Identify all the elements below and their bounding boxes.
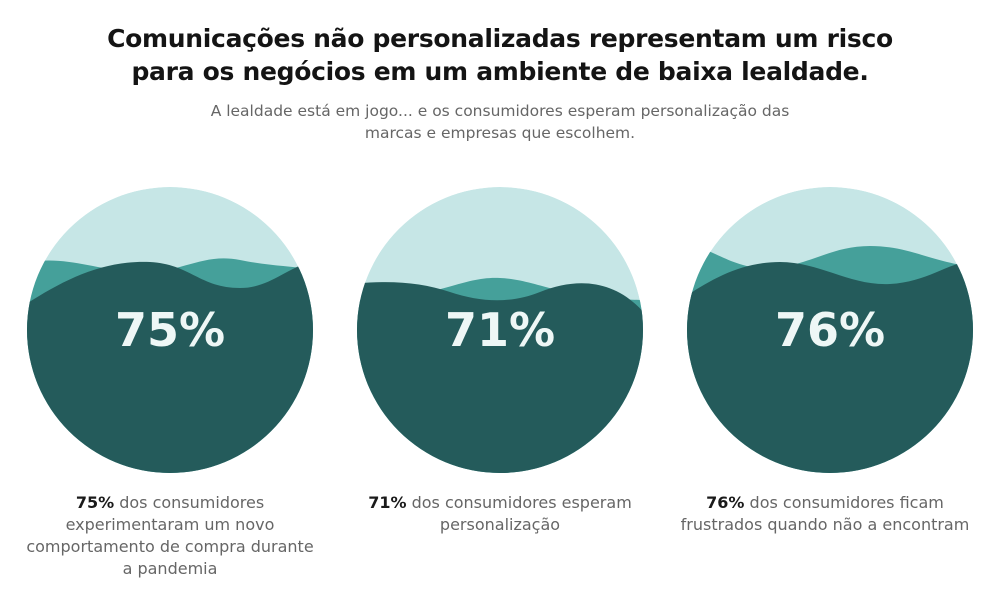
caption-text: dos consumidores experimentaram um novo … [26,493,314,578]
subtitle: A lealdade está em jogo... e os consumid… [150,100,850,144]
stat-circle-1: 75% [27,187,313,473]
stat-caption-2: 71% dos consumidores esperam personaliza… [350,492,650,536]
stat-circle-3: 76% [687,187,973,473]
stat-value: 76% [775,303,885,357]
subtitle-line: marcas e empresas que escolhem. [364,124,636,142]
caption-bold: 71% [368,493,407,512]
caption-text: dos consumidores esperam personalização [406,493,632,534]
subtitle-line: A lealdade está em jogo... e os consumid… [210,102,790,120]
page-title: Comunicações não personalizadas represen… [0,22,1000,88]
stat-caption-3: 76% dos consumidores ficam frustrados qu… [680,492,970,536]
title-line: para os negócios em um ambiente de baixa… [131,57,869,86]
stat-circle-2: 71% [357,187,643,473]
caption-bold: 75% [75,493,115,512]
wave-dark [27,258,313,473]
stat-value: 71% [445,303,555,357]
wave-dark [687,260,973,473]
wave-dark [357,282,643,473]
caption-bold: 76% [706,493,745,512]
stat-caption-1: 75% dos consumidores experimentaram um n… [20,492,320,580]
stat-value: 75% [115,303,225,357]
caption-text: dos consumidores ficam frustrados quando… [680,493,970,534]
title-line: Comunicações não personalizadas represen… [107,24,893,53]
